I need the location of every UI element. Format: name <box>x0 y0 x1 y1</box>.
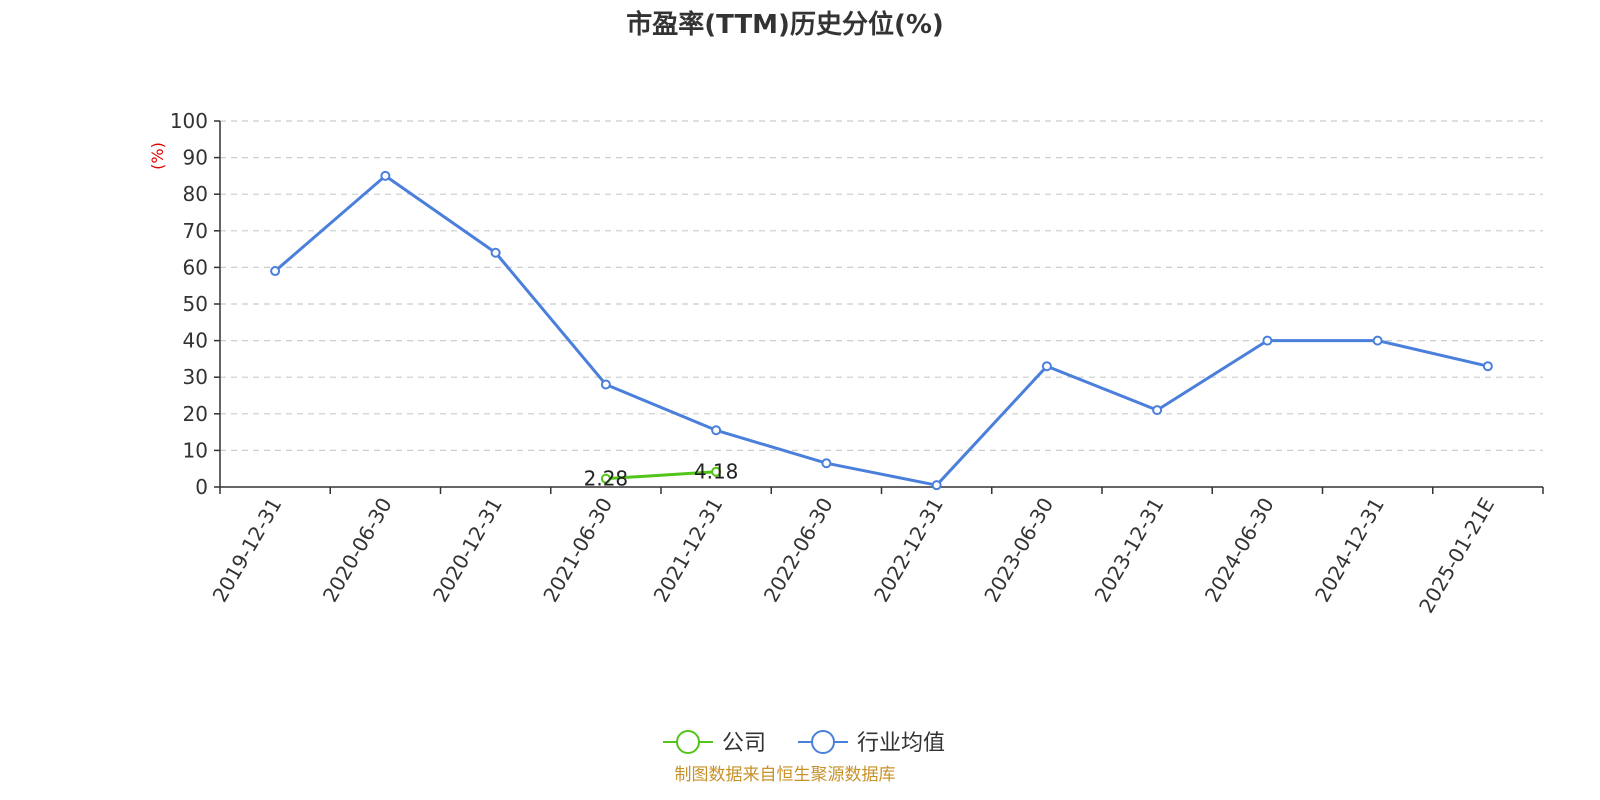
data-point[interactable] <box>1372 335 1383 346</box>
y-tick-label: 90 <box>183 146 208 170</box>
data-point[interactable] <box>1262 335 1273 346</box>
y-tick-label: 100 <box>170 109 208 133</box>
x-tick-label: 2022-06-30 <box>759 494 838 607</box>
x-tick-label: 2023-06-30 <box>979 494 1058 607</box>
x-tick-label: 2025-01-21E <box>1414 494 1499 618</box>
data-point[interactable] <box>711 425 722 436</box>
y-tick-label: 10 <box>183 438 208 462</box>
x-tick-label: 2021-06-30 <box>538 494 617 607</box>
source-note: 制图数据来自恒生聚源数据库 <box>675 765 896 785</box>
y-tick-label: 30 <box>183 365 208 389</box>
data-point[interactable] <box>821 458 832 469</box>
y-tick-label: 40 <box>183 329 208 353</box>
x-tick-label: 2024-12-31 <box>1310 494 1389 607</box>
y-tick-label: 50 <box>183 292 208 316</box>
y-tick-label: 20 <box>183 402 208 426</box>
data-point[interactable] <box>600 379 611 390</box>
data-point[interactable] <box>931 480 942 491</box>
y-tick-label: 0 <box>195 475 208 499</box>
y-tick-label: 80 <box>183 182 208 206</box>
x-tick-label: 2020-12-31 <box>428 494 507 607</box>
chart-title: 市盈率(TTM)历史分位(%) <box>626 9 944 40</box>
data-point[interactable] <box>1482 361 1493 372</box>
data-point[interactable] <box>1041 361 1052 372</box>
series-lines <box>270 170 1493 491</box>
data-point[interactable] <box>1152 405 1163 416</box>
x-tick-label: 2019-12-31 <box>208 494 287 607</box>
data-point[interactable] <box>270 266 281 277</box>
data-point[interactable] <box>600 473 611 484</box>
x-tick-label: 2023-12-31 <box>1090 494 1169 607</box>
data-label: 2.28 <box>584 467 629 491</box>
legend[interactable]: 公司 行业均值 <box>663 730 945 756</box>
x-tick-label: 2024-06-30 <box>1200 494 1279 607</box>
x-tick-label: 2022-12-31 <box>869 494 948 607</box>
y-tick-label: 60 <box>183 255 208 279</box>
data-point[interactable] <box>490 247 501 258</box>
data-label: 4.18 <box>694 460 739 484</box>
legend-item[interactable]: 公司 <box>663 730 766 756</box>
grid-lines <box>220 120 1543 451</box>
legend-marker <box>676 730 700 754</box>
legend-label: 行业均值 <box>857 731 945 756</box>
x-tick-label: 2020-06-30 <box>318 494 397 607</box>
data-point[interactable] <box>711 466 722 477</box>
data-labels: 2.28 4.18 <box>584 460 739 491</box>
legend-marker <box>811 730 835 754</box>
legend-item[interactable]: 行业均值 <box>798 730 945 756</box>
y-axis-label: (%) <box>148 142 167 170</box>
series-line <box>605 470 717 481</box>
y-tick-label: 70 <box>183 219 208 243</box>
x-tick-label: 2021-12-31 <box>649 494 728 607</box>
data-point[interactable] <box>380 170 391 181</box>
series-line <box>274 174 1489 487</box>
legend-label: 公司 <box>722 731 766 756</box>
